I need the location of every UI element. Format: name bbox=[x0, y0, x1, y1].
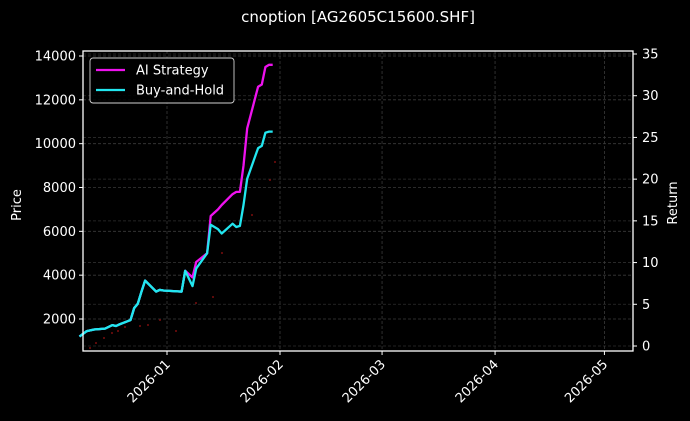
y-tick-label: 8000 bbox=[43, 181, 76, 196]
plot-frame bbox=[82, 50, 634, 352]
x-tick-label: 2026-01 bbox=[125, 357, 174, 406]
y2-tick-label: 0 bbox=[642, 340, 650, 355]
y-tick-label: 14000 bbox=[35, 50, 76, 65]
y-axis-label: Price bbox=[10, 189, 25, 221]
y2-tick-label: 25 bbox=[642, 131, 659, 146]
y-tick-label: 4000 bbox=[43, 269, 76, 284]
y2-tick-label: 20 bbox=[642, 173, 659, 188]
x-axis: 2026-01 2026-02 2026-03 2026-04 2026-05 bbox=[125, 351, 611, 406]
y2-axis-label: Return bbox=[666, 181, 681, 224]
chart-title: cnoption [AG2605C15600.SHF] bbox=[241, 8, 475, 26]
x-tick-label: 2026-04 bbox=[453, 357, 502, 406]
y2-tick-label: 15 bbox=[642, 214, 659, 229]
legend-label: Buy-and-Hold bbox=[136, 84, 224, 99]
y-tick-label: 12000 bbox=[35, 93, 76, 108]
series-lines bbox=[78, 63, 273, 338]
y-tick-label: 2000 bbox=[43, 313, 76, 328]
y2-tick-label: 30 bbox=[642, 89, 659, 104]
y-axis-right: 0 5 10 15 20 25 30 35 bbox=[633, 48, 659, 355]
x-tick-label: 2026-02 bbox=[238, 357, 287, 406]
y-axis-left: 2000 4000 6000 8000 10000 12000 14000 bbox=[35, 50, 83, 328]
x-tick-label: 2026-03 bbox=[340, 357, 389, 406]
scatter-noise bbox=[89, 161, 276, 349]
x-tick-label: 2026-05 bbox=[562, 357, 611, 406]
legend: AI Strategy Buy-and-Hold bbox=[89, 57, 235, 104]
legend-label: AI Strategy bbox=[136, 64, 209, 79]
y2-tick-label: 10 bbox=[642, 256, 659, 271]
y-tick-label: 10000 bbox=[35, 137, 76, 152]
y2-tick-label: 5 bbox=[642, 298, 650, 313]
y-tick-label: 6000 bbox=[43, 225, 76, 240]
y2-tick-label: 35 bbox=[642, 48, 659, 63]
